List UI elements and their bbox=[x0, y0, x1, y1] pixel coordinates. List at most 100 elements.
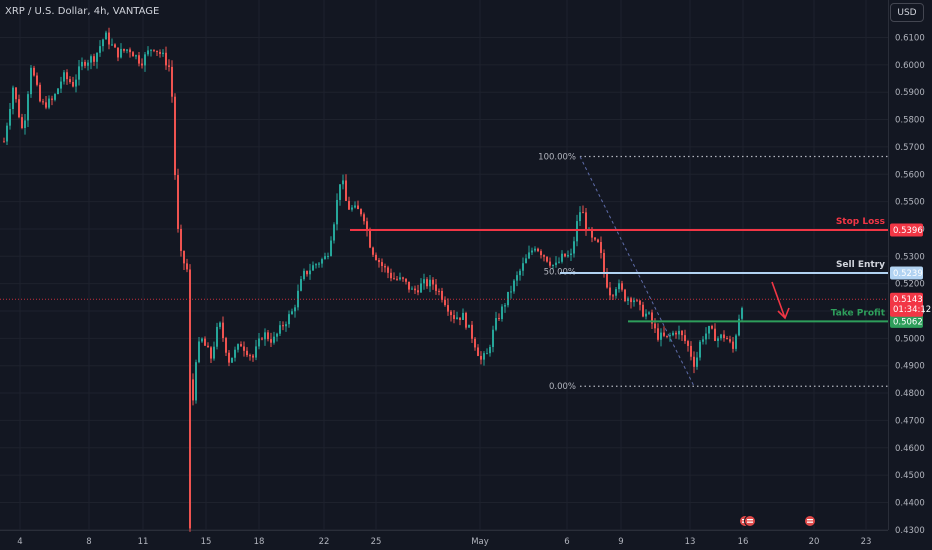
candle bbox=[177, 168, 179, 233]
candle bbox=[36, 72, 38, 87]
candle-body bbox=[525, 258, 527, 264]
candle bbox=[393, 272, 395, 280]
candle bbox=[147, 46, 149, 57]
candle-body bbox=[105, 32, 107, 40]
candle-body bbox=[195, 362, 197, 401]
candle-body bbox=[429, 279, 431, 287]
candle bbox=[726, 336, 728, 340]
candle bbox=[585, 208, 587, 236]
candle-body bbox=[303, 270, 305, 280]
candle-body bbox=[15, 87, 17, 100]
candle-body bbox=[123, 48, 125, 51]
candle bbox=[375, 252, 377, 261]
candle-body bbox=[456, 317, 458, 319]
candle bbox=[333, 222, 335, 244]
candle-body bbox=[570, 253, 572, 255]
candle-body bbox=[381, 262, 383, 267]
candle bbox=[57, 87, 59, 95]
candle-body bbox=[630, 298, 632, 303]
candle bbox=[642, 301, 644, 318]
candle bbox=[279, 321, 281, 336]
candle-body bbox=[738, 318, 740, 336]
candle bbox=[108, 27, 110, 50]
candle-body bbox=[153, 49, 155, 51]
candle-body bbox=[219, 322, 221, 327]
candle bbox=[687, 339, 689, 352]
candle-body bbox=[90, 56, 92, 63]
candle-body bbox=[438, 290, 440, 292]
candle bbox=[42, 98, 44, 105]
candle bbox=[483, 351, 485, 366]
candle bbox=[714, 323, 716, 342]
candle bbox=[705, 327, 707, 345]
candle bbox=[213, 341, 215, 361]
candle-body bbox=[258, 338, 260, 347]
candle-body bbox=[207, 345, 209, 348]
symbol-title: XRP / U.S. Dollar, 4h, VANTAGE bbox=[5, 6, 160, 17]
candle-body bbox=[276, 333, 278, 337]
candle bbox=[129, 47, 131, 58]
candle-body bbox=[402, 277, 404, 279]
candle-body bbox=[537, 248, 539, 252]
candle bbox=[294, 304, 296, 318]
candle-body bbox=[30, 67, 32, 95]
candle bbox=[495, 311, 497, 332]
candle-body bbox=[510, 291, 512, 293]
candle bbox=[165, 46, 167, 70]
candle bbox=[258, 332, 260, 350]
candle bbox=[171, 60, 173, 103]
candle-body bbox=[57, 88, 59, 95]
candle bbox=[450, 310, 452, 322]
candle-body bbox=[327, 255, 329, 257]
candle bbox=[378, 257, 380, 268]
candle bbox=[192, 373, 194, 406]
time-axis[interactable]: 4 8 11 15 18 22 25 May 6 9 13 16 20 23 bbox=[17, 537, 871, 547]
candle bbox=[738, 314, 740, 337]
currency-button[interactable]: USD bbox=[890, 3, 924, 22]
candle bbox=[312, 261, 314, 271]
candle-body bbox=[339, 184, 341, 200]
candle-body bbox=[282, 325, 284, 327]
candle bbox=[96, 52, 98, 69]
candle bbox=[78, 60, 80, 86]
candle bbox=[648, 311, 650, 315]
candle-body bbox=[540, 251, 542, 256]
candle-body bbox=[546, 256, 548, 262]
news-flag-icon[interactable] bbox=[804, 515, 816, 527]
candle bbox=[465, 311, 467, 330]
candle bbox=[123, 48, 125, 53]
candle bbox=[288, 310, 290, 328]
candle bbox=[381, 258, 383, 273]
candle-body bbox=[99, 46, 101, 53]
candle-body bbox=[408, 281, 410, 290]
candle-body bbox=[582, 212, 584, 214]
time-tick-label: May bbox=[471, 537, 489, 547]
candle bbox=[162, 49, 164, 57]
candle-body bbox=[342, 180, 344, 185]
candle bbox=[579, 206, 581, 227]
candle bbox=[138, 51, 140, 67]
candle-body bbox=[411, 288, 413, 290]
price-tick-label: 0.4800 bbox=[895, 389, 925, 399]
candle bbox=[609, 281, 611, 300]
candle bbox=[306, 270, 308, 277]
candle-body bbox=[333, 224, 335, 241]
candle bbox=[711, 324, 713, 330]
candle-body bbox=[252, 355, 254, 358]
candle-body bbox=[384, 266, 386, 268]
red-arrow-head bbox=[777, 307, 790, 320]
candle bbox=[516, 271, 518, 287]
candle bbox=[741, 306, 743, 321]
time-tick-label: 13 bbox=[685, 537, 696, 547]
price-axis[interactable]: 0.6100 0.6000 0.5900 0.5800 0.5700 0.5600 0.55… bbox=[890, 34, 931, 536]
news-flag-icon[interactable] bbox=[744, 515, 756, 527]
candle-body bbox=[288, 314, 290, 325]
candle-body bbox=[654, 323, 656, 329]
news-flags[interactable] bbox=[739, 515, 816, 527]
candle-body bbox=[63, 72, 65, 82]
candle-body bbox=[213, 346, 215, 359]
candle-body bbox=[177, 175, 179, 229]
candle bbox=[159, 49, 161, 58]
